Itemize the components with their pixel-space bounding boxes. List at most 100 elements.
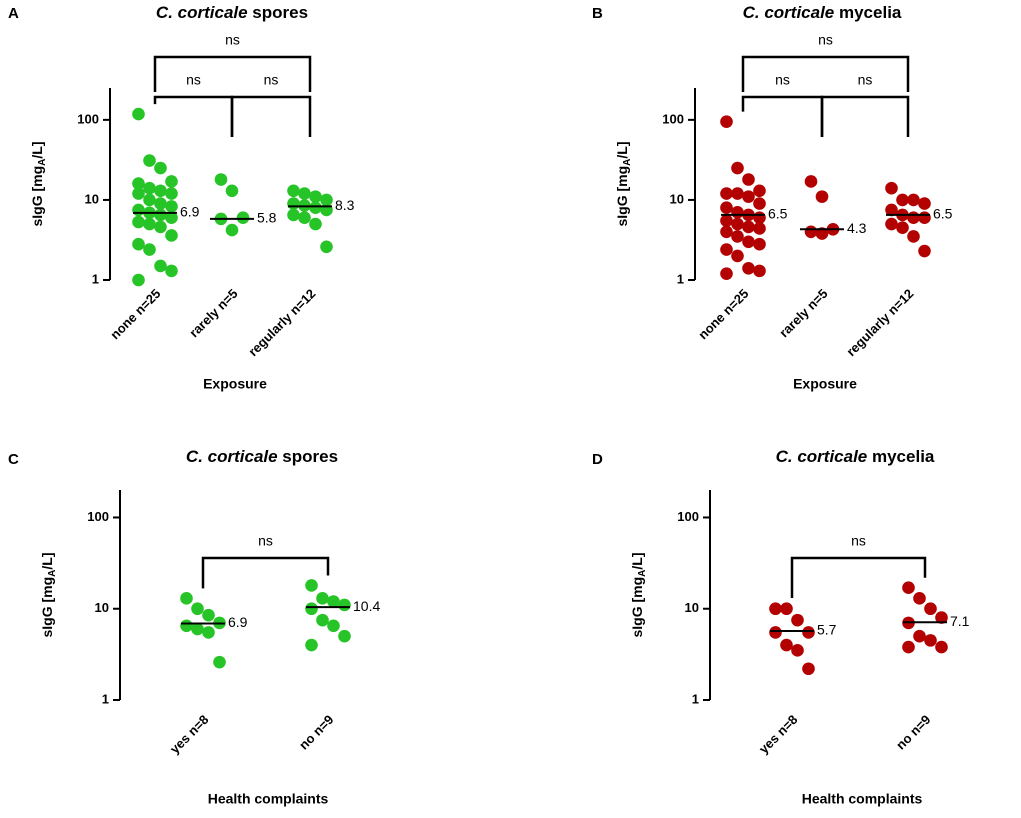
- data-point: [753, 264, 766, 278]
- data-point: [154, 197, 167, 210]
- data-point: [191, 622, 204, 636]
- y-tick-label: 100: [87, 509, 109, 524]
- data-point: [298, 211, 311, 224]
- y-label-main: sIgG [mg: [39, 577, 55, 638]
- data-point: [913, 629, 926, 643]
- comparison-label: ns: [264, 72, 279, 88]
- data-point: [305, 638, 318, 652]
- data-point: [720, 225, 733, 239]
- x-tick-label: rarely n=5: [776, 286, 830, 340]
- data-point: [143, 181, 156, 195]
- y-tick-label: 100: [677, 509, 699, 524]
- data-point: [225, 223, 239, 237]
- x-axis-label: Health complaints: [802, 791, 923, 807]
- comparison-bracket: [153, 55, 312, 92]
- title-part: C. corticale: [743, 3, 835, 22]
- data-point: [287, 184, 300, 198]
- data-point: [143, 243, 156, 256]
- comparison-label: ns: [858, 72, 873, 88]
- data-point: [918, 197, 931, 210]
- data-point: [165, 211, 178, 224]
- comparison-bracket: [153, 95, 234, 137]
- data-point: [907, 211, 920, 224]
- panel-letter: B: [592, 5, 603, 22]
- data-point: [742, 190, 755, 203]
- data-point: [769, 602, 782, 616]
- data-point: [731, 187, 744, 200]
- x-tick-label: rarely n=5: [186, 286, 240, 340]
- y-label-sub: A: [47, 570, 58, 577]
- y-tick-label: 1: [92, 271, 99, 286]
- data-point: [720, 201, 733, 214]
- data-point: [918, 211, 931, 224]
- data-point: [815, 227, 829, 240]
- data-point: [320, 240, 333, 254]
- data-point: [924, 602, 937, 616]
- y-label-main: sIgG [mg: [629, 577, 645, 638]
- data-point: [918, 244, 931, 258]
- data-point: [885, 181, 898, 195]
- median-label: 5.7: [817, 622, 837, 638]
- data-point: [769, 626, 782, 639]
- title-part: mycelia: [834, 3, 902, 22]
- median-label: 8.3: [335, 197, 355, 213]
- chart-title: C. corticale spores: [156, 3, 308, 22]
- data-point: [742, 261, 755, 275]
- data-point: [742, 235, 755, 249]
- data-point: [191, 602, 204, 616]
- data-point: [154, 259, 167, 273]
- y-tick-label: 10: [670, 191, 684, 206]
- data-point: [753, 197, 766, 210]
- data-point: [720, 115, 733, 128]
- median-label: 6.9: [228, 614, 248, 630]
- data-point: [132, 273, 145, 287]
- data-point: [165, 229, 178, 242]
- data-point: [287, 208, 300, 222]
- data-point: [132, 177, 145, 190]
- data-point: [780, 602, 793, 616]
- data-point: [907, 193, 920, 207]
- data-point: [143, 154, 156, 167]
- comparison-label: ns: [775, 72, 790, 88]
- comparison-bracket: [741, 95, 824, 137]
- data-point: [753, 184, 766, 198]
- data-point: [316, 592, 329, 605]
- data-point: [154, 220, 167, 234]
- median-label: 6.5: [768, 206, 788, 222]
- data-point: [165, 187, 178, 200]
- data-point: [309, 190, 322, 203]
- comparison-label: ns: [818, 32, 833, 48]
- y-tick-label: 100: [77, 111, 99, 126]
- data-point: [143, 193, 156, 207]
- data-point: [896, 221, 909, 234]
- data-point: [287, 197, 300, 210]
- x-axis-label: Health complaints: [208, 791, 329, 807]
- chart-title: C. corticale mycelia: [776, 447, 935, 466]
- comparison-label: ns: [851, 533, 866, 549]
- y-axis-label: sIgG [mgA/L]: [614, 141, 633, 226]
- y-axis-label: sIgG [mgA/L]: [39, 552, 58, 637]
- y-tick-label: 1: [102, 691, 109, 706]
- x-axis-label: Exposure: [793, 376, 857, 392]
- chart-title: C. corticale mycelia: [743, 3, 902, 22]
- y-label-sub: A: [622, 159, 633, 166]
- x-axis-label: Exposure: [203, 376, 267, 392]
- title-part: mycelia: [867, 447, 935, 466]
- data-point: [742, 173, 755, 186]
- title-part: spores: [278, 447, 338, 466]
- median-label: 6.9: [180, 204, 200, 220]
- data-point: [132, 107, 145, 121]
- data-point: [720, 187, 733, 200]
- data-point: [225, 184, 239, 198]
- data-point: [327, 595, 340, 608]
- data-point: [753, 211, 766, 224]
- data-point: [305, 602, 318, 616]
- data-point: [720, 243, 733, 256]
- median-label: 5.8: [257, 210, 277, 226]
- y-label-tail: /L]: [629, 552, 645, 569]
- data-point: [214, 173, 228, 186]
- data-point: [338, 598, 351, 612]
- x-tick-label: none n=25: [695, 286, 751, 342]
